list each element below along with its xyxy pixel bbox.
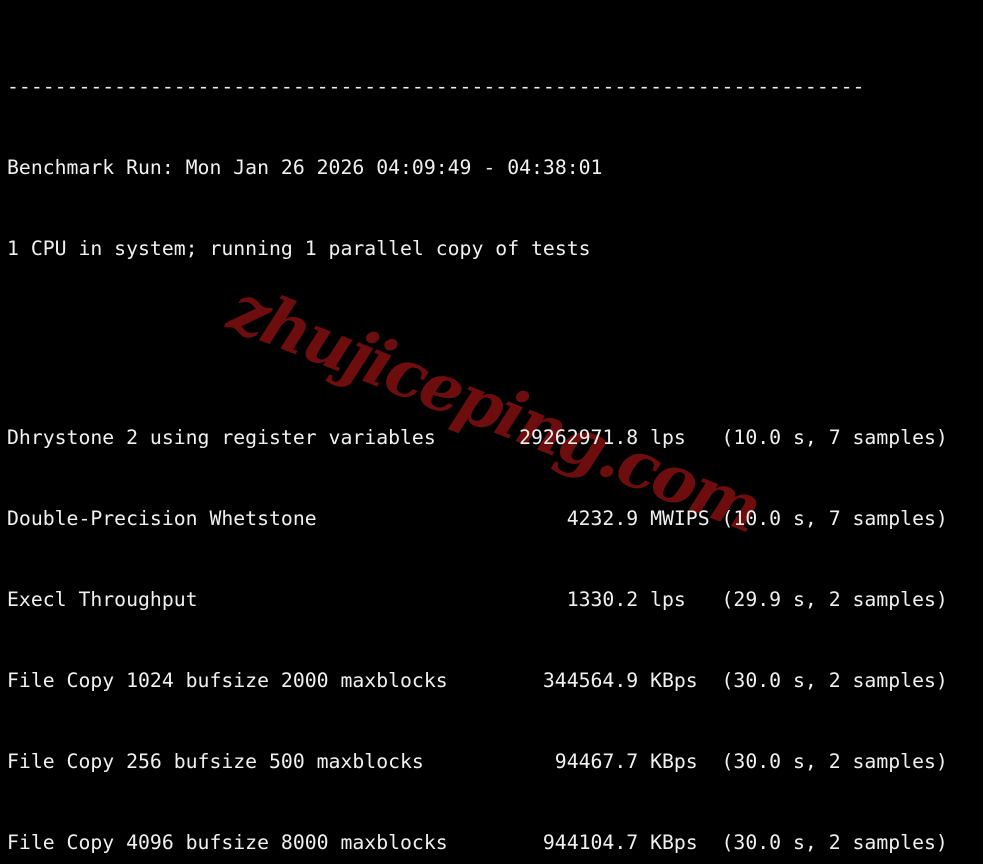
result-row: File Copy 256 bufsize 500 maxblocks 94467… [7, 748, 948, 775]
test-samples: (29.9 s, 2 samples) [721, 588, 948, 611]
test-unit: lps [650, 588, 686, 611]
test-value: 344564.9 [542, 669, 639, 692]
test-value: 29262971.8 [519, 426, 639, 449]
test-value: 944104.7 [542, 831, 639, 854]
test-unit: KBps [650, 831, 698, 854]
test-unit: lps [650, 426, 686, 449]
test-name: Execl Throughput [7, 588, 198, 611]
separator-line: ----------------------------------------… [7, 75, 865, 98]
test-value: 1330.2 [566, 588, 639, 611]
result-row: Double-Precision Whetstone 4232.9 MWIPS (10… [7, 505, 948, 532]
result-row: File Copy 1024 bufsize 2000 maxblocks 344… [7, 667, 948, 694]
cpu-info-line: 1 CPU in system; running 1 parallel copy… [7, 237, 591, 260]
result-row: File Copy 4096 bufsize 8000 maxblocks 944… [7, 829, 948, 856]
test-samples: (30.0 s, 2 samples) [721, 831, 948, 854]
test-samples: (30.0 s, 2 samples) [721, 669, 948, 692]
result-row: Dhrystone 2 using register variables 2926… [7, 424, 948, 451]
test-unit: MWIPS [650, 507, 710, 530]
test-samples: (30.0 s, 2 samples) [721, 750, 948, 773]
test-name: Double-Precision Whetstone [7, 507, 317, 530]
test-value: 94467.7 [554, 750, 639, 773]
blank-line [7, 316, 948, 343]
test-samples: (10.0 s, 7 samples) [721, 426, 948, 449]
test-name: File Copy 256 bufsize 500 maxblocks [7, 750, 424, 773]
benchmark-run-line: Benchmark Run: Mon Jan 26 2026 04:09:49 … [7, 156, 603, 179]
test-unit: KBps [650, 750, 698, 773]
test-name: File Copy 1024 bufsize 2000 maxblocks [7, 669, 448, 692]
terminal-output: ----------------------------------------… [7, 0, 948, 864]
test-name: Dhrystone 2 using register variables [7, 426, 436, 449]
test-value: 4232.9 [566, 507, 639, 530]
test-name: File Copy 4096 bufsize 8000 maxblocks [7, 831, 448, 854]
test-samples: (10.0 s, 7 samples) [721, 507, 948, 530]
result-row: Execl Throughput 1330.2 lps (29.9 s, 2 samp… [7, 586, 948, 613]
test-unit: KBps [650, 669, 698, 692]
